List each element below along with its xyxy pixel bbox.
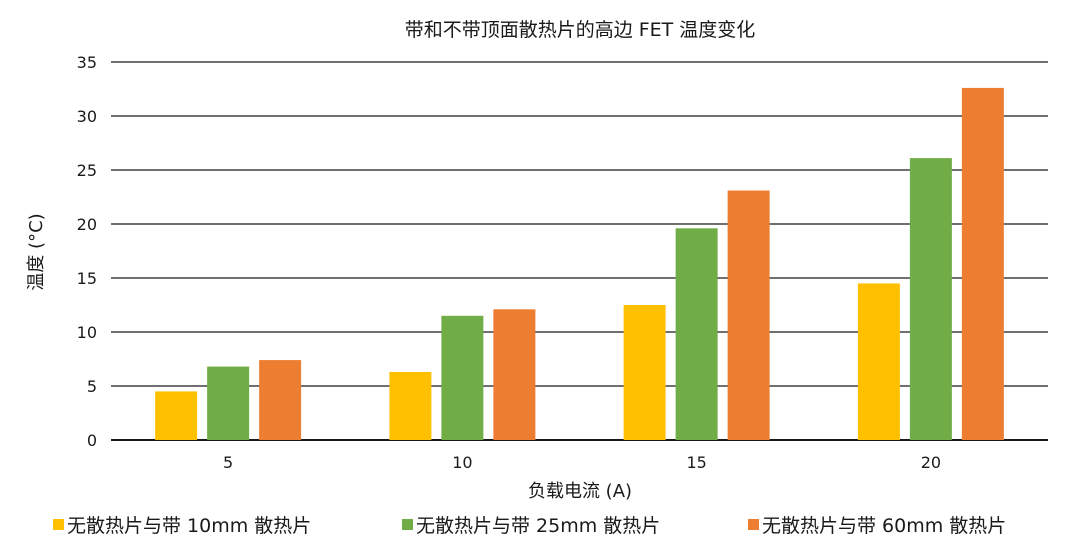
x-tick-label-5: 5 <box>223 453 233 472</box>
bar-5-series-2 <box>207 366 250 440</box>
legend-swatch-10mm <box>53 519 64 530</box>
legend-item-10mm: 无散热片与带 10mm 散热片 <box>53 511 311 538</box>
legend: 无散热片与带 10mm 散热片 无散热片与带 25mm 散热片 无散热片与带 6… <box>0 511 1080 541</box>
legend-swatch-25mm <box>402 519 413 530</box>
legend-item-25mm: 无散热片与带 25mm 散热片 <box>402 511 660 538</box>
x-axis-label: 负载电流 (A) <box>528 481 632 502</box>
bar-15-series-1 <box>623 305 666 440</box>
x-tick-label-10: 10 <box>452 453 472 472</box>
bar-15-series-3 <box>727 190 770 440</box>
bar-10-series-1 <box>389 371 432 440</box>
bar-15-series-2 <box>675 228 718 440</box>
y-axis-label: 温度 (°C) <box>26 213 47 290</box>
y-tick-label-25: 25 <box>77 161 97 180</box>
chart-title: 带和不带顶面散热片的高边 FET 温度变化 <box>405 19 756 41</box>
y-tick-label-35: 35 <box>77 53 97 72</box>
legend-label-60mm: 无散热片与带 60mm 散热片 <box>762 515 1007 537</box>
legend-label-25mm: 无散热片与带 25mm 散热片 <box>416 515 661 537</box>
legend-item-60mm: 无散热片与带 60mm 散热片 <box>748 511 1006 538</box>
y-tick-label-0: 0 <box>87 431 97 450</box>
bar-20-series-2 <box>909 158 952 440</box>
bar-10-series-3 <box>493 309 536 440</box>
y-axis-ticks: 0 5 10 15 20 25 30 35 <box>77 53 97 450</box>
gridlines <box>111 61 1048 441</box>
bar-20-series-1 <box>857 283 900 440</box>
chart-canvas: 带和不带顶面散热片的高边 FET 温度变化 0 5 10 15 20 25 30 35 5 10… <box>26 19 1048 502</box>
bar-5-series-1 <box>155 391 198 440</box>
bars <box>155 87 1004 441</box>
y-tick-label-10: 10 <box>77 323 97 342</box>
bar-20-series-3 <box>961 87 1004 441</box>
bar-10-series-2 <box>441 315 484 440</box>
x-tick-label-15: 15 <box>686 453 706 472</box>
x-axis-ticks: 5 10 15 20 <box>223 453 941 472</box>
legend-swatch-60mm <box>748 519 759 530</box>
y-tick-label-15: 15 <box>77 269 97 288</box>
x-tick-label-20: 20 <box>921 453 941 472</box>
y-tick-label-30: 30 <box>77 107 97 126</box>
y-tick-label-20: 20 <box>77 215 97 234</box>
bar-5-series-3 <box>259 360 302 440</box>
legend-label-10mm: 无散热片与带 10mm 散热片 <box>67 515 312 537</box>
y-tick-label-5: 5 <box>87 377 97 396</box>
